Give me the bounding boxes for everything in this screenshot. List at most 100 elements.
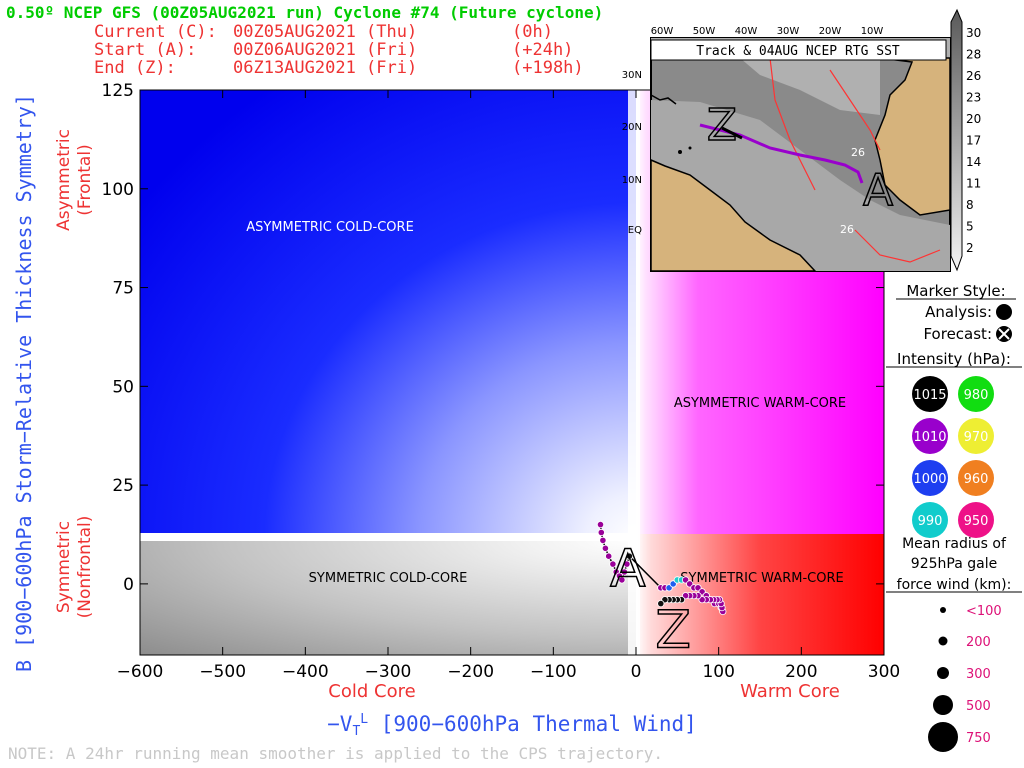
intensity-value: 990: [918, 514, 943, 529]
colorbar-bar: [950, 8, 963, 272]
y-tick-label: 100: [102, 180, 134, 200]
inset-title-box: [650, 39, 947, 61]
x-tick-label: 200: [785, 662, 817, 682]
colorbar-label: 8: [966, 198, 974, 212]
x-tick-label: −600: [117, 662, 164, 682]
inset-start-marker: A: [863, 165, 893, 216]
current-value: 00Z05AUG2021 (Thu): [233, 22, 417, 42]
inset-track-end: [721, 126, 743, 140]
intensity-value: 960: [964, 472, 989, 487]
cps-track: AZ: [596, 520, 727, 661]
inset-island: [678, 150, 682, 154]
intensity-value: 970: [964, 430, 989, 445]
intensity-legend: 1015 980 1010 970 1000 960 990 950: [912, 376, 994, 538]
analysis-label: Analysis:: [925, 303, 992, 321]
radius-value: <100: [966, 604, 1002, 619]
inset-lon-label: 10W: [861, 26, 884, 37]
asym-cold-region: [140, 90, 636, 540]
radius-swatch: [933, 695, 953, 715]
footer-note: NOTE: A 24hr running mean smoother is ap…: [8, 744, 663, 763]
intensity-swatch: [912, 418, 948, 454]
y-tick-label: 75: [112, 279, 134, 299]
radius-legend: <100 200 300 500 750: [928, 604, 1002, 752]
radius-value: 750: [966, 731, 991, 746]
radius-value: 300: [966, 667, 991, 682]
inset-end-marker: Z: [707, 100, 737, 151]
colorbar-label: 5: [966, 220, 974, 234]
y-axis-title: B [900−600hPa Storm−Relative Thickness S…: [12, 94, 36, 672]
track-point: [596, 520, 605, 529]
inset-island: [688, 146, 692, 150]
sym-cold-region: [140, 540, 636, 655]
track-end-marker: Z: [655, 601, 691, 661]
y-tick-label: 0: [123, 575, 134, 595]
inset-title: Track & 04AUG NCEP RTG SST: [696, 44, 900, 59]
intensity-swatch: [912, 376, 948, 412]
intensity-swatch: [958, 460, 994, 496]
warm-core-label: Warm Core: [740, 681, 840, 702]
track-point: [597, 528, 605, 537]
track-point: [620, 568, 629, 576]
intensity-swatch: [958, 376, 994, 412]
inset-lat-label: 10N: [622, 175, 642, 186]
radius-value: 200: [966, 635, 991, 650]
intensity-value: 1000: [913, 472, 946, 487]
inset-lon-labels: 60W 50W 40W 30W 20W 10W: [651, 26, 884, 37]
inset-lon-label: 30W: [777, 26, 800, 37]
colorbar-label: 20: [966, 112, 981, 126]
symmetry-divider: [140, 533, 636, 541]
intensity-value: 1010: [913, 430, 946, 445]
inset-africa: [874, 57, 951, 216]
x-tick-label: −200: [447, 662, 494, 682]
x-axis: −600 −500 −400 −300 −200 −100 0 100 200 300: [117, 90, 900, 682]
track-point: [618, 576, 626, 584]
chart-title: 0.50º NCEP GFS (00Z05AUG2021 run) Cyclon…: [6, 3, 603, 22]
current-label: Current (C):: [94, 22, 217, 42]
track-start-marker: A: [610, 539, 646, 599]
end-offset: (+198h): [512, 58, 584, 78]
cold-core-label: Cold Core: [328, 681, 415, 702]
inset-lon-label: 40W: [735, 26, 758, 37]
start-value: 00Z06AUG2021 (Fri): [233, 40, 417, 60]
inset-sst-contour: [854, 229, 941, 263]
colorbar-labels: 30 28 26 23 20 17 14 11 8 5 2: [966, 26, 981, 255]
inset-caribbean: [650, 94, 677, 105]
track-point: [599, 536, 607, 545]
intensity-swatch: [912, 502, 948, 538]
symmetric-label: Symmetric: [54, 521, 74, 613]
track-point: [609, 560, 617, 568]
asymmetric-label: Asymmetric: [54, 129, 74, 231]
inset-sst-contour: [769, 57, 816, 191]
inset-lon-label: 60W: [651, 26, 674, 37]
radius-swatch: [938, 636, 948, 646]
colorbar-label: 14: [966, 155, 981, 169]
sym-warm-region: [636, 534, 884, 655]
colorbar-label: 30: [966, 26, 981, 40]
intensity-value: 1015: [913, 388, 946, 403]
track-point: [623, 560, 631, 568]
colorbar-label: 11: [966, 177, 981, 191]
track-point: [625, 552, 634, 560]
end-label: End (Z):: [94, 58, 176, 78]
start-label: Start (A):: [94, 40, 196, 60]
radius-value: 500: [966, 699, 991, 714]
start-offset: (+24h): [512, 40, 573, 60]
analysis-marker: [996, 304, 1012, 320]
colorbar-label: 23: [966, 91, 981, 105]
marker-style-title: Marker Style:: [906, 282, 1005, 300]
inset-sst-label: 26: [851, 146, 865, 159]
x-tick-label: −300: [365, 662, 412, 682]
inset-lat-label: EQ: [628, 225, 642, 236]
inset-map: Z A Track & 04AUG NCEP RTG SST 26 26 60W…: [622, 26, 951, 272]
track-point: [601, 544, 610, 552]
radius-swatch: [940, 607, 946, 613]
x-tick-label: −500: [199, 662, 246, 682]
x-tick-label: 300: [868, 662, 900, 682]
intensity-swatch: [958, 418, 994, 454]
radius-swatch: [928, 722, 958, 752]
x-axis-title: −VTL [900−600hPa Thermal Wind]: [327, 712, 697, 739]
legend: Marker Style: Analysis: Forecast: Intens…: [886, 282, 1022, 752]
intensity-swatch: [912, 460, 948, 496]
radius-title-1: Mean radius of: [902, 536, 1007, 552]
inset-lon-label: 20W: [819, 26, 842, 37]
